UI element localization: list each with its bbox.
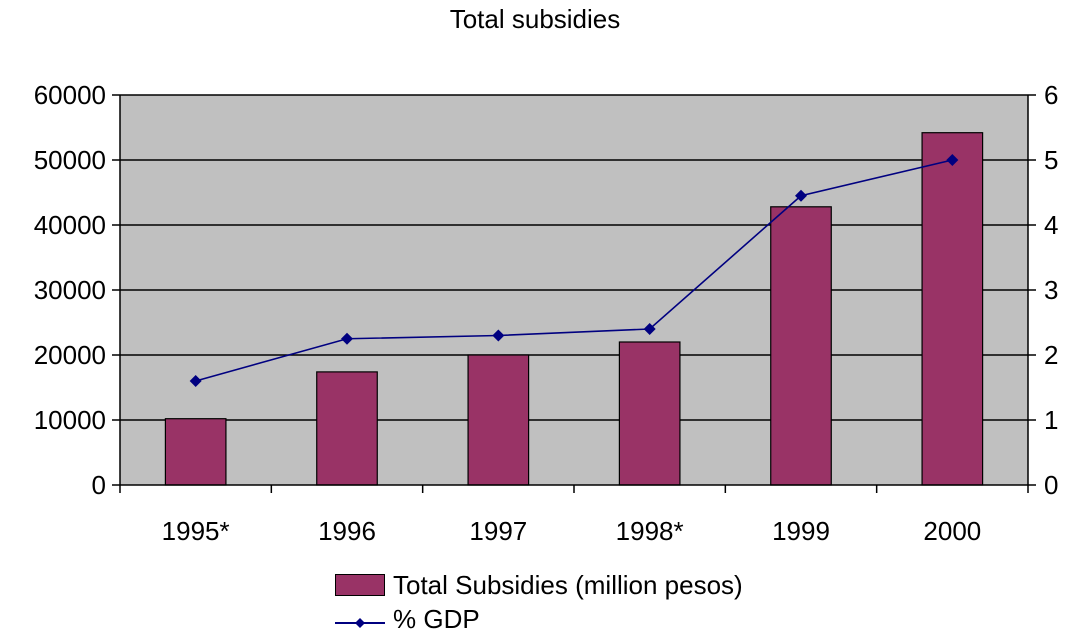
line-series (195, 159, 953, 382)
legend: Total Subsidies (million pesos) % GDP (335, 568, 743, 636)
y-right-tick-label: 1 (1044, 405, 1058, 435)
y-left-tick-label: 30000 (34, 275, 106, 305)
legend-label-line: % GDP (393, 603, 480, 634)
line-point (795, 189, 807, 202)
x-tick-label: 1997 (469, 516, 527, 546)
y-left-tick-label: 20000 (34, 340, 106, 370)
y-right-tick-label: 4 (1044, 210, 1058, 240)
bar (467, 354, 530, 486)
y-right-tick-label: 6 (1044, 80, 1058, 110)
x-tick-label: 1999 (772, 516, 830, 546)
bar (164, 418, 227, 486)
legend-label-bars: Total Subsidies (million pesos) (393, 569, 743, 600)
legend-line-swatch (335, 609, 385, 629)
legend-bar-swatch (335, 574, 385, 596)
y-right-tick-label: 0 (1044, 470, 1058, 500)
y-left-tick-label: 10000 (34, 405, 106, 435)
y-left-tick-label: 40000 (34, 210, 106, 240)
y-left-tick-label: 50000 (34, 145, 106, 175)
y-right-tick-label: 3 (1044, 275, 1058, 305)
legend-item-line: % GDP (335, 602, 743, 636)
y-right-tick-label: 5 (1044, 145, 1058, 175)
bar (618, 341, 681, 486)
x-tick-label: 2000 (923, 516, 981, 546)
chart-title: Total subsidies (449, 4, 621, 34)
line-point (946, 154, 959, 166)
legend-item-bars: Total Subsidies (million pesos) (335, 568, 743, 602)
x-tick-label: 1998* (616, 516, 684, 546)
x-tick-label: 1995* (162, 516, 230, 546)
line-point (492, 329, 505, 342)
line-point (643, 323, 656, 335)
y-left-tick-label: 0 (92, 470, 106, 500)
line-point (341, 332, 353, 345)
bar (770, 206, 832, 486)
y-right-tick-label: 2 (1044, 340, 1058, 370)
x-tick-label: 1996 (318, 516, 376, 546)
y-left-tick-label: 60000 (34, 80, 106, 110)
bar (921, 132, 984, 486)
line-point (189, 375, 202, 387)
bar (316, 371, 378, 486)
